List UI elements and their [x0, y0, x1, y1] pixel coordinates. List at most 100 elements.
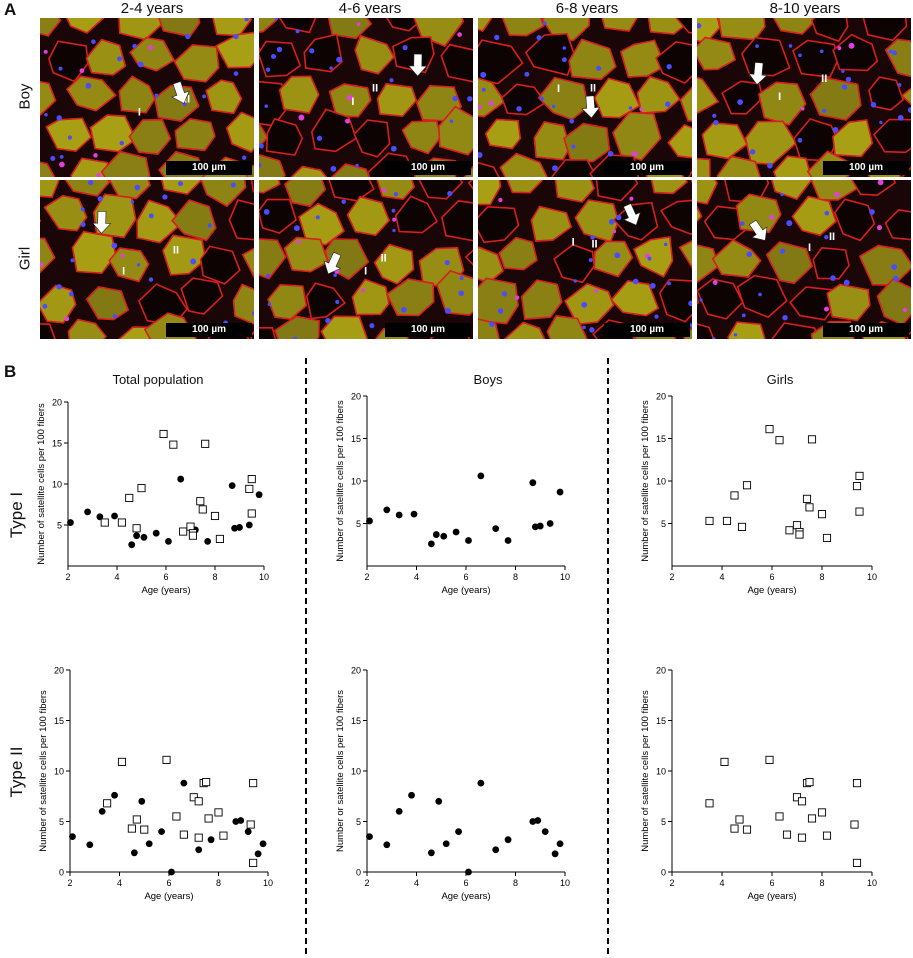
- data-point-open-square: [103, 799, 112, 808]
- scale-bar: 100 µm: [604, 161, 690, 175]
- x-tick-label: 10: [867, 878, 877, 888]
- data-point-open-square: [742, 481, 752, 490]
- data-point-open-square: [817, 510, 827, 519]
- data-point-filled-circle: [432, 531, 440, 538]
- x-tick-label: 6: [463, 572, 468, 582]
- data-point-filled-circle: [435, 797, 443, 805]
- fiber-type-ii-label: II: [821, 73, 827, 85]
- x-tick-label: 8: [216, 878, 221, 888]
- satellite-cell-arrow-icon: [581, 95, 601, 119]
- data-point-filled-circle: [477, 779, 485, 787]
- x-tick-label: 6: [163, 572, 168, 582]
- data-point-open-square: [159, 429, 168, 439]
- y-tick-label: 20: [656, 392, 666, 402]
- y-tick-label: 5: [59, 817, 64, 827]
- scale-bar: 100 µm: [385, 323, 471, 337]
- data-point-open-square: [188, 531, 198, 540]
- data-point-filled-circle: [84, 508, 91, 516]
- y-tick-label: 20: [351, 666, 361, 676]
- data-point-filled-circle: [111, 512, 118, 520]
- data-point-filled-circle: [442, 840, 450, 848]
- data-point-open-square: [132, 524, 141, 533]
- data-point-filled-circle: [465, 537, 472, 544]
- data-point-filled-circle: [465, 868, 472, 876]
- data-point-filled-circle: [165, 538, 172, 545]
- data-point-open-square: [204, 814, 213, 823]
- y-axis-label: Number of satellite cells per 100 fibers: [36, 403, 47, 565]
- fiber-type-i-label: I: [138, 106, 141, 118]
- data-point-filled-circle: [158, 828, 165, 835]
- divider-left: [305, 358, 307, 954]
- satellite-cell-arrow-icon: [749, 219, 768, 241]
- x-axis-label: Age (years): [747, 585, 796, 596]
- y-tick-label: 20: [54, 666, 64, 676]
- scale-bar: 100 µm: [166, 323, 252, 337]
- data-point-open-square: [210, 511, 220, 521]
- data-point-open-square: [247, 509, 256, 518]
- x-tick-label: 2: [67, 878, 72, 888]
- data-point-filled-circle: [138, 797, 146, 805]
- y-tick-label: 20: [52, 398, 62, 408]
- x-tick-label: 10: [560, 878, 570, 888]
- satellite-cell-arrow-icon: [623, 203, 641, 226]
- scale-bar: 100 µm: [823, 323, 909, 337]
- data-point-filled-circle: [492, 525, 500, 532]
- data-point-filled-circle: [529, 479, 537, 487]
- x-tick-label: 4: [117, 878, 122, 888]
- data-point-open-square: [730, 824, 739, 833]
- fiber-type-i-label: I: [808, 242, 811, 254]
- data-point-filled-circle: [477, 472, 485, 480]
- y-tick-label: 15: [54, 716, 64, 726]
- data-point-filled-circle: [492, 846, 500, 854]
- data-point-filled-circle: [383, 841, 391, 849]
- data-point-open-square: [722, 516, 732, 525]
- data-point-filled-circle: [98, 808, 106, 815]
- y-axis-label: Number of satellite cells per 100 fibers: [640, 400, 651, 562]
- data-point-filled-circle: [546, 520, 554, 527]
- row-label-type-ii: Type II: [7, 746, 26, 798]
- data-point-filled-circle: [204, 538, 212, 545]
- data-point-open-square: [765, 425, 774, 434]
- y-tick-label: 10: [52, 480, 62, 490]
- data-point-filled-circle: [180, 779, 188, 787]
- x-tick-label: 2: [65, 572, 70, 582]
- x-tick-label: 10: [263, 878, 273, 888]
- y-tick-label: 5: [661, 519, 666, 529]
- fiber-type-i-label: I: [364, 265, 367, 277]
- x-tick-label: 10: [867, 572, 877, 582]
- x-tick-label: 4: [414, 878, 419, 888]
- satellite-cell-arrow-icon: [408, 53, 428, 77]
- x-axis-label: Age (years): [144, 891, 193, 902]
- data-point-filled-circle: [452, 528, 460, 536]
- y-tick-label: 15: [351, 716, 361, 726]
- data-point-open-square: [172, 812, 181, 821]
- data-point-open-square: [246, 820, 255, 829]
- panel-b-letter: B: [4, 362, 17, 381]
- fiber-type-ii-label: II: [590, 83, 596, 95]
- micrograph-girl-2: I II 100 µm: [259, 180, 473, 339]
- group-title-total: Total population: [112, 372, 204, 387]
- fiber-type-ii-label: II: [372, 83, 378, 95]
- fiber-type-i-label: I: [572, 237, 575, 249]
- scatter-chart-typeI-boys: 5 10 15 20 2 4 6 8 10 Age (years) Number of satell…: [327, 390, 575, 609]
- fiber-type-ii-label: II: [173, 245, 179, 257]
- data-point-open-square: [201, 439, 210, 448]
- data-point-filled-circle: [86, 841, 94, 849]
- data-point-open-square: [797, 833, 807, 842]
- data-point-open-square: [720, 757, 729, 766]
- micrograph-boy-3: I II 100 µm: [478, 18, 692, 177]
- scale-bar: 100 µm: [823, 161, 909, 175]
- data-point-filled-circle: [395, 808, 403, 815]
- scatter-chart-typeII-total: 0 5 10 15 20 2 4 6 8 10 Age (years) Number of satel…: [30, 664, 278, 915]
- fiber-type-ii-label: II: [829, 231, 835, 243]
- data-point-filled-circle: [440, 532, 448, 540]
- data-point-open-square: [742, 825, 752, 834]
- data-point-filled-circle: [244, 828, 252, 835]
- micrograph-girl-4: I II 100 µm: [697, 180, 911, 339]
- x-tick-label: 8: [819, 572, 824, 582]
- data-point-open-square: [194, 797, 203, 806]
- data-point-filled-circle: [207, 836, 215, 844]
- y-tick-label: 15: [656, 434, 666, 444]
- y-axis-label: Number of satellite cells per 100 fibers: [640, 690, 651, 852]
- data-point-filled-circle: [128, 541, 136, 549]
